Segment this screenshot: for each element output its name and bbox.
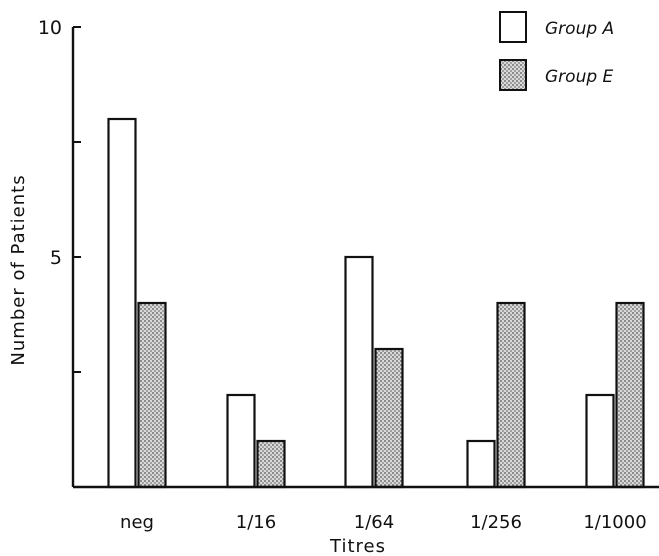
y-tick-label-5: 5 <box>50 247 62 269</box>
x-category-labels: neg 1/16 1/64 1/256 1/1000 <box>120 512 647 533</box>
bar-group-a-0 <box>107 117 137 489</box>
x-category-label-4: 1/1000 <box>583 512 646 533</box>
legend: Group A Group E <box>499 11 614 91</box>
legend-label-group-e: Group E <box>545 67 614 87</box>
x-category-label-3: 1/256 <box>470 512 522 533</box>
legend-swatch-group-e <box>499 59 527 91</box>
bar-group-e-1 <box>256 439 286 489</box>
bar-group-e-2 <box>374 347 404 489</box>
legend-swatch-group-a <box>499 11 527 43</box>
y-tick-label-10: 10 <box>38 17 62 39</box>
x-category-label-0: neg <box>120 512 154 533</box>
bars-layer <box>107 117 645 489</box>
bar-group-e-4 <box>615 301 645 489</box>
bar-group-a-1 <box>226 393 256 489</box>
bar-group-e-3 <box>496 301 526 489</box>
bar-group-a-3 <box>466 439 496 489</box>
x-axis-title: Titres <box>329 536 386 556</box>
x-category-label-1: 1/16 <box>236 512 276 533</box>
bar-group-e-0 <box>137 301 167 489</box>
bar-group-a-2 <box>344 255 374 489</box>
y-ticks: 5 10 <box>38 17 81 373</box>
y-axis-title: Number of Patients <box>8 174 29 365</box>
x-category-label-2: 1/64 <box>354 512 394 533</box>
legend-label-group-a: Group A <box>545 19 614 39</box>
bar-group-a-4 <box>585 393 615 489</box>
